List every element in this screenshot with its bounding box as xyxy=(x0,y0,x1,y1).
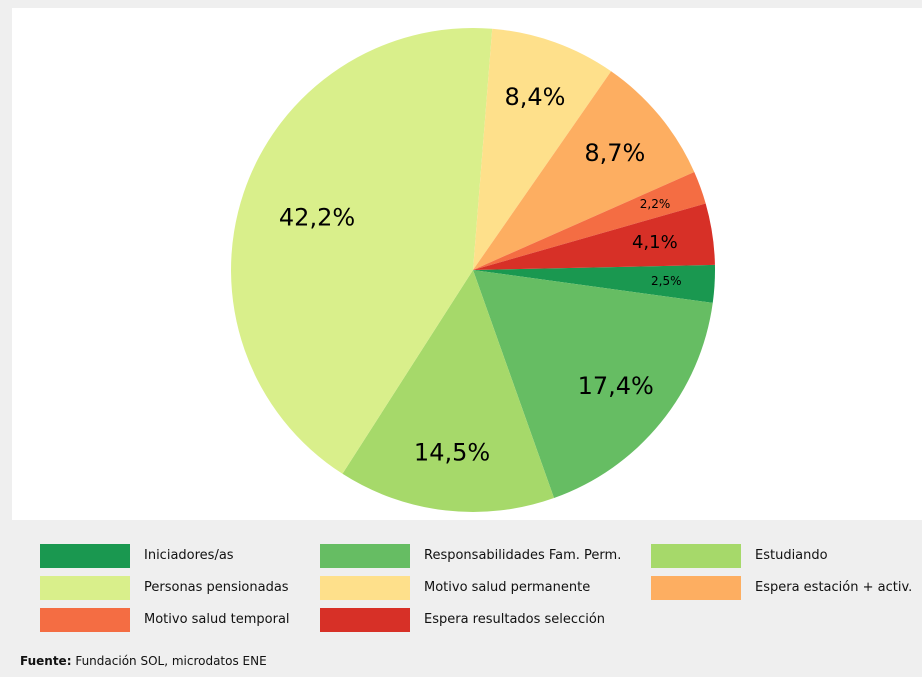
pie-slice-0 xyxy=(473,264,716,303)
legend-swatch xyxy=(320,608,410,632)
legend-label: Personas pensionadas xyxy=(144,580,289,595)
legend-label: Estudiando xyxy=(755,548,828,563)
pie-slices xyxy=(231,28,716,512)
legend-swatch xyxy=(40,576,130,600)
legend-label: Responsabilidades Fam. Perm. xyxy=(424,548,622,563)
source-text: Fundación SOL, microdatos ENE xyxy=(75,654,267,668)
legend-swatch xyxy=(40,608,130,632)
pie-data-label-6: 2,2% xyxy=(640,197,671,211)
pie-data-label-0: 2,5% xyxy=(651,274,682,288)
pie-slice-5 xyxy=(473,71,695,270)
legend-swatch xyxy=(320,576,410,600)
legend-label: Espera estación + activ. xyxy=(755,580,913,595)
legend-label: Motivo salud temporal xyxy=(144,612,290,627)
pie-data-label-4: 8,4% xyxy=(504,83,565,111)
pie-data-label-1: 17,4% xyxy=(578,372,654,400)
chart-panel: 2,5% 17,4% 14,5% 42,2% 8,4% 8,7% 2,2% 4,1% xyxy=(12,8,922,520)
chart-legend: Iniciadores/as Responsabilidades Fam. Pe… xyxy=(40,544,922,640)
source-note: Fuente: Fundación SOL, microdatos ENE xyxy=(20,654,267,668)
pie-data-labels: 2,5% 17,4% 14,5% 42,2% 8,4% 8,7% 2,2% 4,1% xyxy=(279,83,682,467)
legend-label: Iniciadores/as xyxy=(144,548,234,563)
pie-slice-2 xyxy=(342,270,555,512)
pie-slice-1 xyxy=(473,270,713,499)
legend-swatch xyxy=(320,544,410,568)
pie-chart: 2,5% 17,4% 14,5% 42,2% 8,4% 8,7% 2,2% 4,1% xyxy=(231,28,716,512)
pie-data-label-5: 8,7% xyxy=(584,139,645,167)
legend-label: Espera resultados selección xyxy=(424,612,606,627)
pie-slice-3 xyxy=(231,28,493,474)
legend-swatch xyxy=(651,576,741,600)
pie-data-label-7: 4,1% xyxy=(632,232,678,253)
pie-slice-7 xyxy=(473,203,715,270)
legend-swatch xyxy=(651,544,741,568)
source-label: Fuente: xyxy=(20,654,72,668)
legend-label: Motivo salud permanente xyxy=(424,580,591,595)
pie-slice-6 xyxy=(473,172,706,270)
pie-data-label-3: 42,2% xyxy=(279,204,355,232)
pie-slice-4 xyxy=(473,28,612,270)
pie-data-label-2: 14,5% xyxy=(414,439,490,467)
legend-swatch xyxy=(40,544,130,568)
